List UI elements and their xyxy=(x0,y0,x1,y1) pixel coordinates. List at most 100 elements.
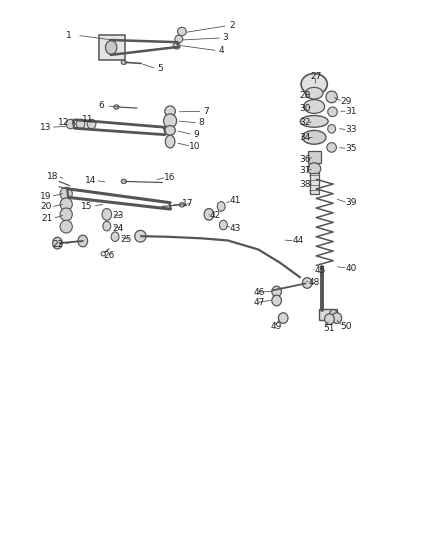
Ellipse shape xyxy=(329,310,337,319)
Text: 47: 47 xyxy=(254,298,265,307)
Text: 38: 38 xyxy=(300,180,311,189)
Text: 15: 15 xyxy=(81,202,93,211)
Ellipse shape xyxy=(325,314,334,325)
Ellipse shape xyxy=(135,230,146,242)
Text: 41: 41 xyxy=(230,196,241,205)
Ellipse shape xyxy=(114,105,119,109)
Text: 24: 24 xyxy=(112,224,124,233)
Text: 14: 14 xyxy=(85,176,96,185)
Ellipse shape xyxy=(60,198,72,211)
Text: 50: 50 xyxy=(341,322,352,331)
Text: 4: 4 xyxy=(219,46,224,55)
Text: 43: 43 xyxy=(230,224,241,233)
Text: 25: 25 xyxy=(121,236,132,245)
Ellipse shape xyxy=(204,208,214,220)
Ellipse shape xyxy=(76,119,85,129)
Text: 37: 37 xyxy=(300,166,311,175)
Text: 42: 42 xyxy=(210,212,221,221)
Text: 28: 28 xyxy=(300,91,311,100)
Text: 29: 29 xyxy=(341,97,352,106)
Text: 33: 33 xyxy=(346,125,357,134)
Text: 40: 40 xyxy=(346,264,357,272)
Ellipse shape xyxy=(66,119,75,129)
Text: 1: 1 xyxy=(66,31,71,40)
Text: 2: 2 xyxy=(229,21,235,30)
Ellipse shape xyxy=(102,208,112,220)
Ellipse shape xyxy=(53,237,62,249)
Text: 46: 46 xyxy=(254,287,265,296)
Ellipse shape xyxy=(177,27,186,36)
Text: 44: 44 xyxy=(293,237,304,246)
Text: 9: 9 xyxy=(194,130,199,139)
Ellipse shape xyxy=(87,119,96,129)
Ellipse shape xyxy=(165,126,175,135)
Text: 30: 30 xyxy=(300,103,311,112)
Text: 17: 17 xyxy=(182,199,193,208)
Text: 6: 6 xyxy=(98,101,104,110)
Text: 13: 13 xyxy=(40,123,51,132)
Text: 8: 8 xyxy=(199,118,205,127)
Ellipse shape xyxy=(279,313,288,324)
Text: 5: 5 xyxy=(157,64,163,73)
Ellipse shape xyxy=(163,114,177,128)
Bar xyxy=(307,151,321,163)
Ellipse shape xyxy=(307,163,321,174)
Text: 35: 35 xyxy=(346,144,357,153)
Ellipse shape xyxy=(272,286,282,297)
Text: 18: 18 xyxy=(46,172,58,181)
Ellipse shape xyxy=(121,179,127,183)
Text: 11: 11 xyxy=(82,115,94,124)
Ellipse shape xyxy=(327,143,336,152)
Ellipse shape xyxy=(301,74,327,95)
Text: 31: 31 xyxy=(346,107,357,116)
Ellipse shape xyxy=(179,203,184,207)
Text: 48: 48 xyxy=(308,278,320,287)
Ellipse shape xyxy=(304,100,325,114)
Text: 22: 22 xyxy=(53,240,64,249)
Text: 34: 34 xyxy=(300,133,311,142)
Ellipse shape xyxy=(219,220,227,230)
Text: 49: 49 xyxy=(271,322,283,331)
Bar xyxy=(310,173,318,194)
Text: 39: 39 xyxy=(346,198,357,207)
Ellipse shape xyxy=(305,87,323,99)
Ellipse shape xyxy=(60,187,72,200)
Ellipse shape xyxy=(272,295,282,306)
Ellipse shape xyxy=(328,125,336,133)
Text: 27: 27 xyxy=(310,72,321,81)
Text: 12: 12 xyxy=(58,118,70,127)
Ellipse shape xyxy=(328,107,337,117)
Text: 36: 36 xyxy=(300,155,311,164)
Text: 45: 45 xyxy=(314,266,326,275)
Text: 19: 19 xyxy=(40,192,51,201)
Bar xyxy=(99,35,125,60)
Ellipse shape xyxy=(302,278,312,288)
Text: 3: 3 xyxy=(223,34,229,43)
Text: 16: 16 xyxy=(164,173,176,182)
Ellipse shape xyxy=(121,60,127,64)
Text: 21: 21 xyxy=(42,214,53,223)
Ellipse shape xyxy=(78,235,88,247)
Text: 26: 26 xyxy=(103,252,115,260)
Text: 10: 10 xyxy=(189,142,201,151)
Ellipse shape xyxy=(175,35,183,43)
Ellipse shape xyxy=(165,135,175,148)
Text: 20: 20 xyxy=(40,203,51,212)
Ellipse shape xyxy=(60,220,72,233)
Ellipse shape xyxy=(103,221,111,231)
Text: 51: 51 xyxy=(324,324,335,333)
Ellipse shape xyxy=(60,208,72,221)
Ellipse shape xyxy=(332,313,342,324)
Ellipse shape xyxy=(300,116,328,127)
Text: 32: 32 xyxy=(300,118,311,127)
Ellipse shape xyxy=(302,131,326,144)
Ellipse shape xyxy=(173,43,180,49)
Text: 7: 7 xyxy=(203,107,209,116)
Text: 23: 23 xyxy=(112,212,124,221)
Bar xyxy=(319,309,337,320)
Ellipse shape xyxy=(217,201,225,211)
Ellipse shape xyxy=(111,232,119,241)
Ellipse shape xyxy=(165,106,175,117)
Ellipse shape xyxy=(326,91,337,103)
Ellipse shape xyxy=(106,41,117,54)
